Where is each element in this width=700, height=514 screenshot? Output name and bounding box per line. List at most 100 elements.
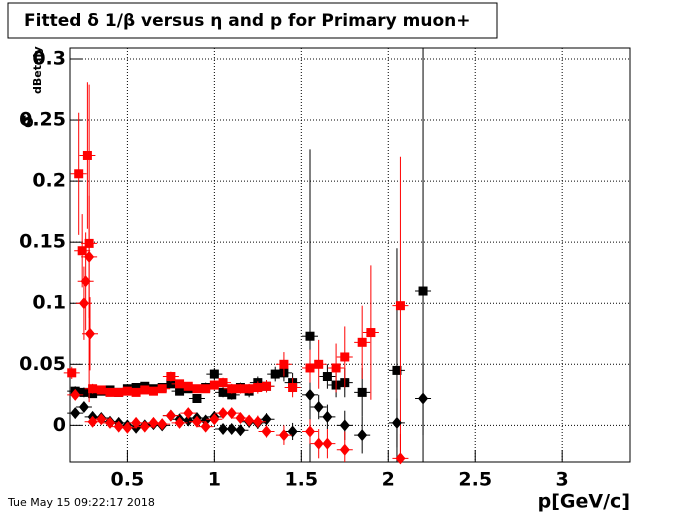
marker-square <box>395 301 405 311</box>
y-tick-label: 0.3 <box>32 47 66 69</box>
marker-square <box>418 286 428 296</box>
marker-diamond <box>418 392 429 405</box>
marker-diamond <box>105 416 115 429</box>
y-tick-label: 0.1 <box>32 292 66 314</box>
marker-diamond <box>313 401 324 414</box>
marker-square <box>218 378 228 388</box>
marker-square <box>366 328 376 338</box>
marker-square <box>270 369 280 379</box>
marker-diamond <box>322 437 333 450</box>
marker-square <box>227 384 237 394</box>
marker-diamond <box>252 415 263 428</box>
y-tick-label: 0 <box>53 414 66 436</box>
y-axis-label: σ <box>18 115 38 128</box>
marker-square <box>357 337 367 347</box>
marker-diamond <box>235 424 246 437</box>
marker-diamond <box>305 425 315 438</box>
marker-diamond <box>113 420 124 433</box>
marker-diamond <box>339 419 350 432</box>
marker-square <box>209 369 219 379</box>
marker-diamond <box>78 401 89 414</box>
marker-square <box>288 383 298 393</box>
marker-diamond <box>157 418 168 431</box>
marker-square <box>183 381 193 391</box>
marker-square <box>392 365 402 375</box>
x-tick-label: 1 <box>208 469 221 491</box>
y-tick-label: 0.05 <box>19 353 66 375</box>
marker-diamond <box>200 414 211 427</box>
marker-square <box>262 381 272 391</box>
footer-date: Tue May 15 09:22:17 2018 <box>7 496 155 509</box>
marker-diamond <box>218 407 229 420</box>
marker-square <box>67 368 77 378</box>
marker-square <box>96 385 106 395</box>
x-tick-label: 2 <box>382 469 395 491</box>
marker-square <box>227 390 237 400</box>
title-box <box>7 2 498 39</box>
marker-square <box>218 387 228 397</box>
marker-diamond <box>261 425 272 438</box>
marker-diamond <box>148 416 159 429</box>
marker-diamond <box>122 421 133 434</box>
marker-square <box>357 387 367 397</box>
marker-diamond <box>78 297 89 310</box>
marker-diamond <box>80 275 91 288</box>
marker-diamond <box>84 250 95 263</box>
marker-diamond <box>96 413 107 426</box>
marker-diamond <box>87 415 98 428</box>
x-axis-label: p[GeV/c] <box>538 491 630 513</box>
marker-square <box>77 246 87 256</box>
y-tick-label: 0.2 <box>32 170 66 192</box>
marker-square <box>166 379 176 389</box>
x-tick-label: 2.5 <box>458 469 492 491</box>
marker-square <box>131 387 141 397</box>
marker-square <box>74 169 84 179</box>
marker-diamond <box>278 429 289 442</box>
marker-diamond <box>226 407 237 420</box>
marker-square <box>314 359 324 369</box>
marker-diamond <box>165 409 176 422</box>
marker-diamond <box>209 413 220 426</box>
marker-square <box>305 363 315 373</box>
marker-diamond <box>226 423 237 436</box>
marker-diamond <box>218 423 229 436</box>
marker-square <box>235 384 245 394</box>
marker-square <box>82 150 92 160</box>
marker-diamond <box>70 388 81 401</box>
marker-diamond <box>85 327 95 340</box>
marker-square <box>175 379 185 389</box>
marker-square <box>322 372 332 382</box>
marker-square <box>140 385 150 395</box>
marker-square <box>131 383 141 393</box>
marker-diamond <box>183 414 194 427</box>
marker-square <box>192 384 202 394</box>
marker-square <box>175 386 185 396</box>
x-tick-label: 0.5 <box>111 469 145 491</box>
marker-diamond <box>322 410 333 423</box>
marker-square <box>279 359 289 369</box>
marker-diamond <box>391 416 402 429</box>
marker-square <box>79 387 89 397</box>
y-axis-label-sub: dBetaIy <box>31 46 44 94</box>
x-tick-label: 3 <box>556 469 569 491</box>
marker-diamond <box>357 429 368 442</box>
marker-square <box>166 372 176 382</box>
y-tick-label: 0.15 <box>19 231 66 253</box>
marker-diamond <box>313 437 324 450</box>
marker-diamond <box>191 415 202 428</box>
marker-diamond <box>139 420 150 433</box>
marker-diamond <box>287 425 298 438</box>
marker-square <box>114 387 124 397</box>
marker-diamond <box>244 414 255 427</box>
marker-square <box>253 383 263 393</box>
marker-square <box>209 380 219 390</box>
marker-square <box>305 331 315 341</box>
marker-diamond <box>395 452 406 465</box>
marker-diamond <box>235 412 246 425</box>
plot-frame <box>69 47 631 463</box>
marker-square <box>157 384 167 394</box>
marker-square <box>201 384 211 394</box>
chart-title: Fitted δ 1/β versus η and p for Primary … <box>24 11 471 31</box>
marker-square <box>122 386 132 396</box>
